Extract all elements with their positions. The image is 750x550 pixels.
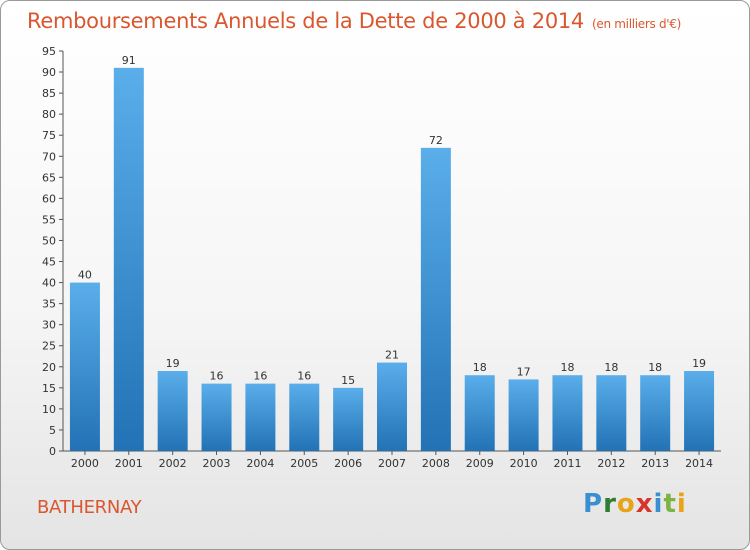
x-tick-label: 2003 bbox=[203, 457, 231, 470]
bar bbox=[201, 383, 232, 451]
bar bbox=[245, 383, 276, 451]
bar-value-label: 18 bbox=[560, 361, 574, 374]
bar bbox=[420, 147, 451, 451]
bar-value-label: 16 bbox=[297, 370, 311, 383]
y-tick-label: 20 bbox=[42, 361, 56, 374]
y-tick-label: 5 bbox=[49, 424, 56, 437]
x-tick-label: 2006 bbox=[334, 457, 362, 470]
bar bbox=[464, 375, 495, 451]
y-tick-label: 30 bbox=[42, 319, 56, 332]
y-tick-label: 90 bbox=[42, 66, 56, 79]
x-tick-label: 2005 bbox=[290, 457, 318, 470]
bar-value-label: 40 bbox=[78, 269, 92, 282]
bar bbox=[684, 371, 715, 451]
x-tick-label: 2002 bbox=[159, 457, 187, 470]
chart-axes: 0 5 10 15 20 25 30 35 40 45 50 55 60 65 70 75 80 85 90 95 20… bbox=[42, 45, 721, 470]
y-tick-label: 10 bbox=[42, 403, 56, 416]
y-tick-label: 45 bbox=[42, 256, 56, 269]
x-tick-label: 2014 bbox=[685, 457, 713, 470]
y-tick-label: 80 bbox=[42, 108, 56, 121]
chart-bars bbox=[69, 67, 715, 451]
y-tick-label: 95 bbox=[42, 45, 56, 58]
logo-letter: P bbox=[583, 489, 604, 519]
logo-letter: r bbox=[603, 489, 617, 519]
bar bbox=[640, 375, 671, 451]
chart-labels: 40 91 19 16 16 16 15 21 72 18 17 18 18 18 19 bbox=[78, 54, 706, 387]
x-tick-label: 2012 bbox=[597, 457, 625, 470]
bar bbox=[596, 375, 627, 451]
x-tick-label: 2009 bbox=[466, 457, 494, 470]
bar-value-label: 91 bbox=[122, 54, 136, 67]
logo-letter: o bbox=[616, 489, 636, 519]
bar-value-label: 19 bbox=[166, 357, 180, 370]
bar bbox=[508, 379, 539, 451]
chart-title: Remboursements Annuels de la Dette de 20… bbox=[27, 9, 681, 33]
logo-letter: x bbox=[635, 489, 654, 519]
y-tick-label: 75 bbox=[42, 129, 56, 142]
bar-value-label: 21 bbox=[385, 349, 399, 362]
y-tick-label: 65 bbox=[42, 171, 56, 184]
y-tick-label: 85 bbox=[42, 87, 56, 100]
bar-value-label: 17 bbox=[517, 365, 531, 378]
proxiti-logo[interactable]: Proxiti bbox=[583, 489, 687, 519]
bar bbox=[69, 282, 100, 451]
x-tick-label: 2000 bbox=[71, 457, 99, 470]
bar bbox=[333, 387, 364, 451]
y-tick-label: 40 bbox=[42, 277, 56, 290]
x-tick-label: 2011 bbox=[553, 457, 581, 470]
bar-value-label: 72 bbox=[429, 134, 443, 147]
bar bbox=[289, 383, 320, 451]
bar bbox=[113, 67, 144, 451]
bar-value-label: 18 bbox=[473, 361, 487, 374]
y-tick-label: 55 bbox=[42, 213, 56, 226]
bar-value-label: 18 bbox=[604, 361, 618, 374]
x-tick-label: 2008 bbox=[422, 457, 450, 470]
y-tick-label: 70 bbox=[42, 150, 56, 163]
y-tick-label: 0 bbox=[49, 445, 56, 458]
y-tick-label: 50 bbox=[42, 234, 56, 247]
y-tick-label: 60 bbox=[42, 192, 56, 205]
bar bbox=[377, 362, 407, 451]
bar bbox=[157, 371, 188, 451]
bar-value-label: 18 bbox=[648, 361, 662, 374]
x-tick-label: 2010 bbox=[510, 457, 538, 470]
y-tick-label: 25 bbox=[42, 340, 56, 353]
x-tick-label: 2004 bbox=[246, 457, 274, 470]
logo-letter: i bbox=[676, 489, 687, 519]
logo-letter: t bbox=[663, 489, 677, 519]
x-tick-label: 2007 bbox=[378, 457, 406, 470]
y-tick-label: 35 bbox=[42, 298, 56, 311]
logo-letter: i bbox=[653, 489, 664, 519]
chart-unit: (en milliers d'€) bbox=[592, 17, 682, 31]
y-tick-label: 15 bbox=[42, 382, 56, 395]
x-tick-label: 2001 bbox=[115, 457, 143, 470]
bar-value-label: 16 bbox=[210, 370, 224, 383]
bar-value-label: 16 bbox=[253, 370, 267, 383]
bar bbox=[552, 375, 583, 451]
bar-value-label: 19 bbox=[692, 357, 706, 370]
bar-value-label: 15 bbox=[341, 374, 355, 387]
chart-title-text: Remboursements Annuels de la Dette de 20… bbox=[27, 9, 584, 33]
x-tick-label: 2013 bbox=[641, 457, 669, 470]
city-name: BATHERNAY bbox=[37, 497, 142, 518]
